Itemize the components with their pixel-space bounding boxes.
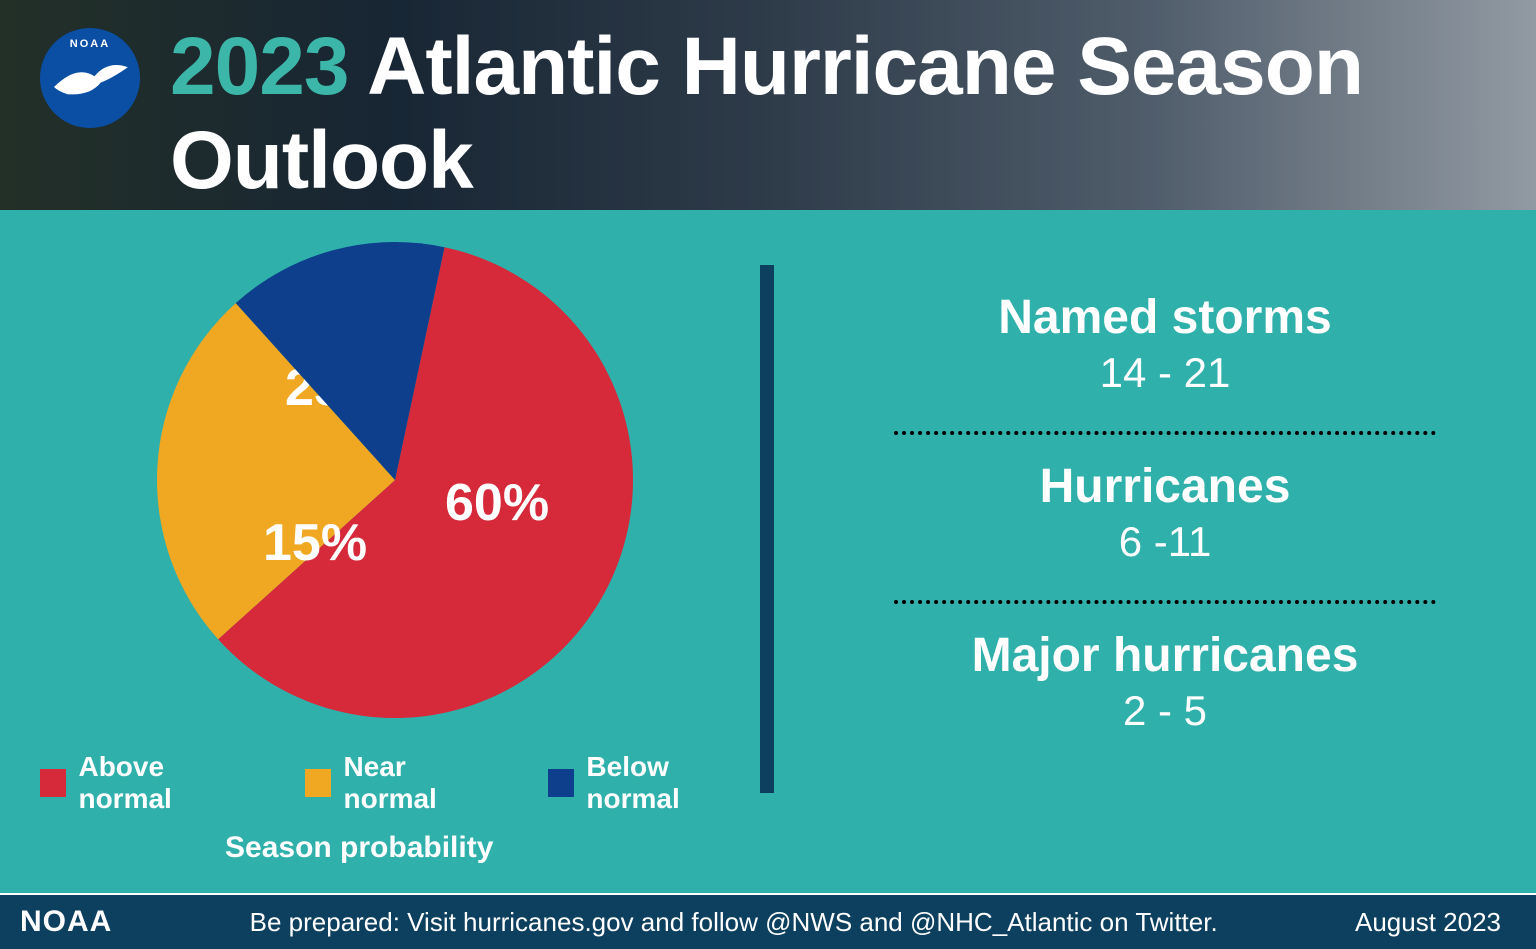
header-banner: NOAA 2023 Atlantic Hurricane Season Outl… (0, 0, 1536, 210)
legend-item: Below normal (548, 751, 760, 815)
stat-title: Hurricanes (854, 459, 1476, 514)
pie-label: 60% (445, 474, 549, 532)
stat-block: Hurricanes6 -11 (854, 439, 1476, 596)
pie-chart: 60%25%15% (155, 240, 635, 720)
legend-label: Above normal (78, 751, 255, 815)
stat-value: 14 - 21 (854, 349, 1476, 397)
legend-label: Near normal (343, 751, 497, 815)
chart-panel: 60%25%15% Above normal Near normal Below n… (0, 210, 760, 893)
noaa-logo-text: NOAA (70, 38, 110, 50)
title-block: 2023 Atlantic Hurricane Season Outlook A… (170, 20, 1536, 210)
footer-bar: NOAA Be prepared: Visit hurricanes.gov a… (0, 893, 1536, 949)
stat-title: Named storms (854, 290, 1476, 345)
title-rest: Atlantic Hurricane Season Outlook (170, 21, 1363, 206)
footer-message: Be prepared: Visit hurricanes.gov and fo… (112, 907, 1355, 938)
footer-brand: NOAA (20, 905, 112, 939)
legend-item: Above normal (40, 751, 255, 815)
infographic-container: NOAA 2023 Atlantic Hurricane Season Outl… (0, 0, 1536, 949)
footer-date: August 2023 (1355, 907, 1501, 938)
noaa-logo: NOAA (40, 28, 140, 128)
legend-swatch (305, 769, 331, 797)
stat-divider (894, 431, 1436, 435)
main-title: 2023 Atlantic Hurricane Season Outlook (170, 20, 1536, 208)
body-section: 60%25%15% Above normal Near normal Below n… (0, 210, 1536, 893)
stat-block: Named storms14 - 21 (854, 270, 1476, 427)
legend-label: Below normal (586, 751, 760, 815)
stat-title: Major hurricanes (854, 628, 1476, 683)
stats-panel: Named storms14 - 21Hurricanes6 -11Major … (774, 210, 1536, 893)
stat-value: 6 -11 (854, 518, 1476, 566)
stat-value: 2 - 5 (854, 687, 1476, 735)
legend-item: Near normal (305, 751, 498, 815)
pie-label: 15% (263, 514, 367, 572)
stat-block: Major hurricanes2 - 5 (854, 608, 1476, 765)
legend-swatch (548, 769, 574, 797)
legend-title: Season probability (225, 831, 493, 865)
vertical-divider (760, 265, 774, 793)
pie-legend: Above normal Near normal Below normal (40, 751, 760, 815)
legend-swatch (40, 769, 66, 797)
stat-divider (894, 600, 1436, 604)
title-year: 2023 (170, 21, 348, 112)
